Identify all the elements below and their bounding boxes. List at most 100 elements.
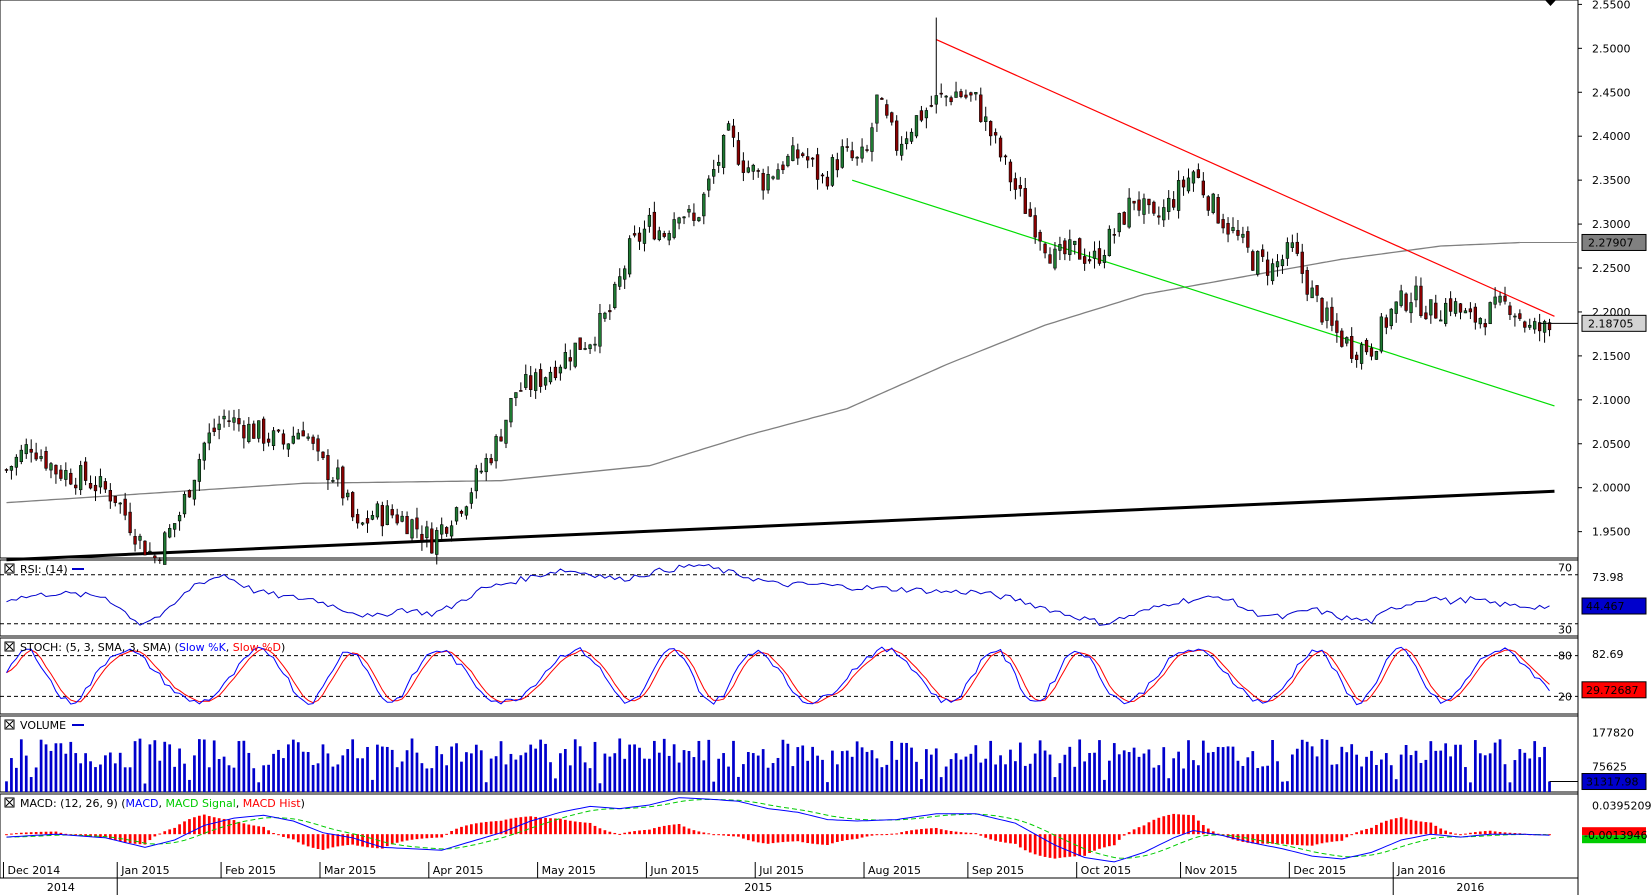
volume-bar bbox=[1206, 752, 1210, 792]
volume-bar bbox=[1523, 752, 1527, 792]
macd-hist-bar bbox=[737, 834, 740, 837]
volume-bar bbox=[717, 758, 721, 792]
macd-hist-bar bbox=[207, 816, 211, 835]
candle-body bbox=[148, 550, 152, 553]
volume-bar bbox=[1315, 756, 1319, 792]
candle-body bbox=[1389, 308, 1393, 327]
volume-bar bbox=[385, 746, 389, 792]
volume-bar bbox=[652, 740, 656, 792]
volume-bar bbox=[291, 739, 295, 792]
macd-hist-bar bbox=[420, 834, 424, 839]
candle-body bbox=[29, 448, 33, 453]
candle-body bbox=[108, 490, 112, 502]
volume-bar bbox=[99, 764, 102, 792]
volume-bar bbox=[608, 756, 612, 792]
macd-hist-bar bbox=[1048, 834, 1052, 858]
macd-hist-bar bbox=[410, 834, 414, 840]
candle-body bbox=[1137, 199, 1141, 211]
macd-hist-bar bbox=[1038, 834, 1042, 856]
macd-hist-bar bbox=[1063, 834, 1067, 858]
candle-body bbox=[697, 217, 701, 222]
volume-bar bbox=[84, 753, 87, 792]
candle-body bbox=[479, 470, 483, 473]
candle-body bbox=[529, 375, 533, 390]
macd-hist-bar bbox=[1033, 834, 1037, 855]
candle-body bbox=[212, 427, 216, 432]
volume-bar bbox=[910, 747, 913, 792]
candle-body bbox=[49, 463, 53, 471]
macd-hist-bar bbox=[1394, 818, 1398, 835]
macd-hist-bar bbox=[603, 830, 607, 835]
macd-hist-bar bbox=[24, 832, 28, 835]
macd-hist-bar bbox=[682, 826, 686, 835]
candle-body bbox=[835, 159, 840, 171]
candle-body bbox=[825, 176, 830, 187]
month-label: May 2015 bbox=[542, 864, 596, 877]
candle-body bbox=[682, 216, 686, 219]
volume-scale-label: 75625 bbox=[1592, 761, 1627, 774]
volume-bar bbox=[1488, 753, 1492, 792]
macd-hist-bar bbox=[257, 826, 261, 835]
candle-body bbox=[123, 498, 127, 516]
macd-hist-bar bbox=[959, 832, 963, 835]
candle-body bbox=[850, 150, 854, 159]
volume-bar bbox=[1310, 746, 1314, 792]
volume-bar bbox=[217, 759, 221, 792]
macd-hist-bar bbox=[915, 829, 918, 835]
volume-bar bbox=[277, 749, 280, 792]
candle-body bbox=[1280, 259, 1285, 267]
candle-body bbox=[1354, 354, 1359, 360]
macd-panel: MACD: (12, 26, 9) (MACD, MACD Signal, MA… bbox=[4, 797, 1651, 863]
candle-body bbox=[623, 268, 627, 280]
volume-bar bbox=[361, 758, 364, 792]
macd-hist-bar bbox=[212, 817, 216, 835]
volume-bar bbox=[113, 763, 117, 792]
volume-bar bbox=[148, 744, 152, 792]
stoch-current-label: 29.72687 bbox=[1586, 684, 1639, 697]
volume-bar bbox=[1394, 779, 1398, 792]
candle-body bbox=[266, 438, 271, 443]
volume-bar bbox=[672, 744, 676, 792]
volume-bar bbox=[64, 753, 68, 792]
macd-hist-bar bbox=[1014, 834, 1017, 844]
panel-label: STOCH: (5, 3, SMA, 3, SMA) (Slow %K, Slo… bbox=[20, 641, 285, 654]
price-tick-label: 2.2500 bbox=[1592, 262, 1631, 275]
candle-body bbox=[756, 170, 760, 172]
volume-bar bbox=[1434, 750, 1438, 792]
volume-bar bbox=[1528, 758, 1532, 792]
macd-hist-bar bbox=[1419, 821, 1423, 835]
macd-hist-bar bbox=[568, 820, 572, 835]
rsi-line bbox=[6, 563, 1550, 626]
macd-hist-bar bbox=[1375, 824, 1378, 835]
macd-hist-bar bbox=[786, 834, 790, 842]
volume-bar bbox=[1236, 760, 1240, 792]
panel-label-part: VOLUME bbox=[20, 719, 66, 732]
volume-bar bbox=[1370, 750, 1373, 792]
macd-hist-bar bbox=[1488, 830, 1492, 835]
volume-bar bbox=[801, 745, 805, 792]
candle-body bbox=[885, 104, 889, 116]
volume-bar bbox=[10, 758, 13, 792]
macd-hist-bar bbox=[59, 832, 63, 835]
candle-body bbox=[202, 442, 206, 461]
candle-body bbox=[93, 484, 98, 492]
volume-bar bbox=[1399, 754, 1403, 792]
volume-bar bbox=[1083, 761, 1086, 792]
candle-body bbox=[247, 423, 251, 442]
candle-body bbox=[578, 337, 582, 350]
candle-body bbox=[499, 436, 503, 442]
candle-body bbox=[227, 420, 231, 422]
volume-bar bbox=[1380, 759, 1383, 792]
ma-value-badge bbox=[1581, 233, 1647, 251]
candle-body bbox=[336, 467, 340, 480]
month-label: Dec 2015 bbox=[1293, 864, 1346, 877]
volume-bar bbox=[1038, 740, 1042, 792]
candle-body bbox=[746, 167, 750, 173]
month-label: Apr 2015 bbox=[433, 864, 484, 877]
price-tick-label: 2.0000 bbox=[1592, 482, 1631, 495]
volume-bar bbox=[816, 755, 819, 792]
volume-bar bbox=[465, 752, 468, 792]
candle-body bbox=[281, 433, 286, 445]
year-label: 2016 bbox=[1456, 881, 1484, 894]
month-label: Jul 2015 bbox=[758, 864, 804, 877]
